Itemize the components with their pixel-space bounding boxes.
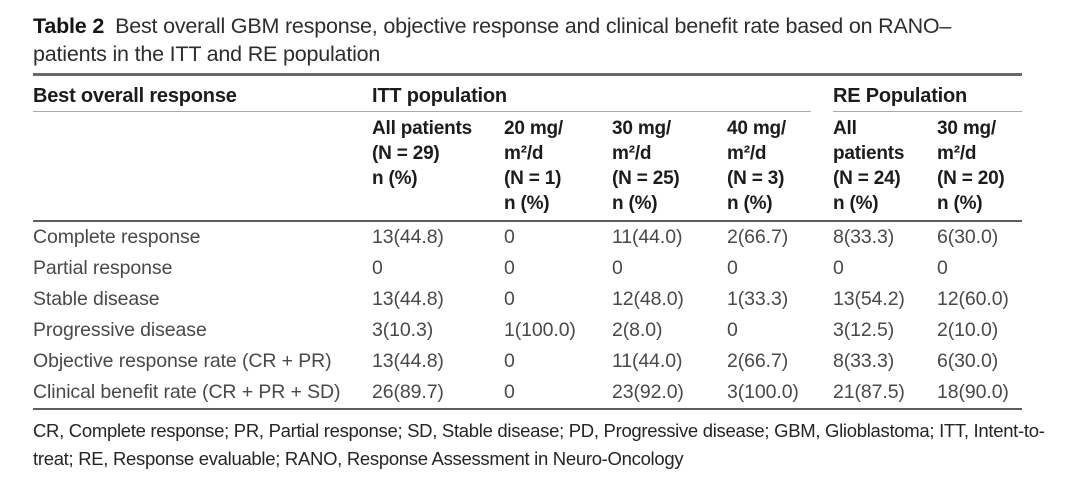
column-header-re-30mg: 30 mg/ m²/d (N = 20) n (%) <box>937 117 1005 214</box>
data-cell: 0 <box>833 256 844 279</box>
group-header-itt: ITT population <box>372 76 833 112</box>
data-cell: 12(60.0) <box>937 287 1009 310</box>
column-header-itt-30mg: 30 mg/ m²/d (N = 25) n (%) <box>612 117 680 214</box>
data-cell: 0 <box>504 287 515 310</box>
table-caption: Table 2 Best overall GBM response, object… <box>33 12 1022 68</box>
table-top-rule <box>33 73 1022 76</box>
data-cell: 23(92.0) <box>612 380 684 403</box>
data-cell: 0 <box>727 318 738 341</box>
row-label: Clinical benefit rate (CR + PR + SD) <box>33 380 341 403</box>
header-bottom-rule <box>33 219 1022 222</box>
data-cell: 0 <box>504 380 515 403</box>
data-cell: 12(48.0) <box>612 287 684 310</box>
data-cell: 11(44.0) <box>612 225 683 248</box>
caption-line-2: patients in the ITT and RE population <box>33 42 381 66</box>
results-table: Best overall response ITT population RE … <box>33 73 1022 410</box>
data-cell: 2(8.0) <box>612 318 663 341</box>
data-cell: 0 <box>612 256 623 279</box>
data-cell: 3(10.3) <box>372 318 434 341</box>
data-cell: 13(44.8) <box>372 287 444 310</box>
column-header-itt-40mg: 40 mg/ m²/d (N = 3) n (%) <box>727 117 786 214</box>
data-cell: 13(44.8) <box>372 225 444 248</box>
data-cell: 8(33.3) <box>833 349 895 372</box>
row-label: Stable disease <box>33 287 160 310</box>
data-cell: 13(54.2) <box>833 287 905 310</box>
row-label: Progressive disease <box>33 318 207 341</box>
data-cell: 0 <box>504 225 515 248</box>
data-cell: 0 <box>727 256 738 279</box>
data-cell: 2(66.7) <box>727 225 789 248</box>
data-cell: 1(33.3) <box>727 287 789 310</box>
stub-header: Best overall response <box>33 76 372 112</box>
group-header-re-label: RE Population <box>833 85 1022 112</box>
data-cell: 3(12.5) <box>833 318 895 341</box>
group-header-re: RE Population <box>833 76 1022 112</box>
column-header-re-all: All patients (N = 24) n (%) <box>833 117 905 214</box>
footnote-line-2: treat; RE, Response evaluable; RANO, Res… <box>33 447 684 469</box>
row-label: Partial response <box>33 256 173 279</box>
data-cell: 13(44.8) <box>372 349 444 372</box>
data-cell: 0 <box>504 349 515 372</box>
data-cell: 0 <box>372 256 383 279</box>
data-cell: 3(100.0) <box>727 380 799 403</box>
caption-text-1: Best overall GBM response, objective res… <box>115 14 952 38</box>
data-cell: 6(30.0) <box>937 349 999 372</box>
data-cell: 1(100.0) <box>504 318 576 341</box>
footnote-line-1: CR, Complete response; PR, Partial respo… <box>33 419 1045 441</box>
row-label: Objective response rate (CR + PR) <box>33 349 332 372</box>
data-cell: 11(44.0) <box>612 349 683 372</box>
stub-header-label: Best overall response <box>33 85 372 112</box>
table-bottom-rule <box>33 407 1022 410</box>
data-cell: 8(33.3) <box>833 225 895 248</box>
data-cell: 0 <box>504 256 515 279</box>
data-cell: 21(87.5) <box>833 380 905 403</box>
data-cell: 2(10.0) <box>937 318 999 341</box>
data-cell: 0 <box>937 256 948 279</box>
column-header-itt-all: All patients (N = 29) n (%) <box>372 117 473 189</box>
data-cell: 6(30.0) <box>937 225 999 248</box>
data-cell: 18(90.0) <box>937 380 1009 403</box>
caption-label: Table 2 <box>33 14 105 38</box>
data-cell: 2(66.7) <box>727 349 789 372</box>
table-footnote: CR, Complete response; PR, Partial respo… <box>33 417 1045 473</box>
data-cell: 26(89.7) <box>372 380 444 403</box>
caption-line-1: Table 2 Best overall GBM response, object… <box>33 14 951 38</box>
column-header-stub-empty <box>33 112 372 220</box>
column-header-itt-20mg: 20 mg/ m²/d (N = 1) n (%) <box>504 117 563 214</box>
group-header-itt-label: ITT population <box>372 85 811 112</box>
row-label: Complete response <box>33 225 201 248</box>
